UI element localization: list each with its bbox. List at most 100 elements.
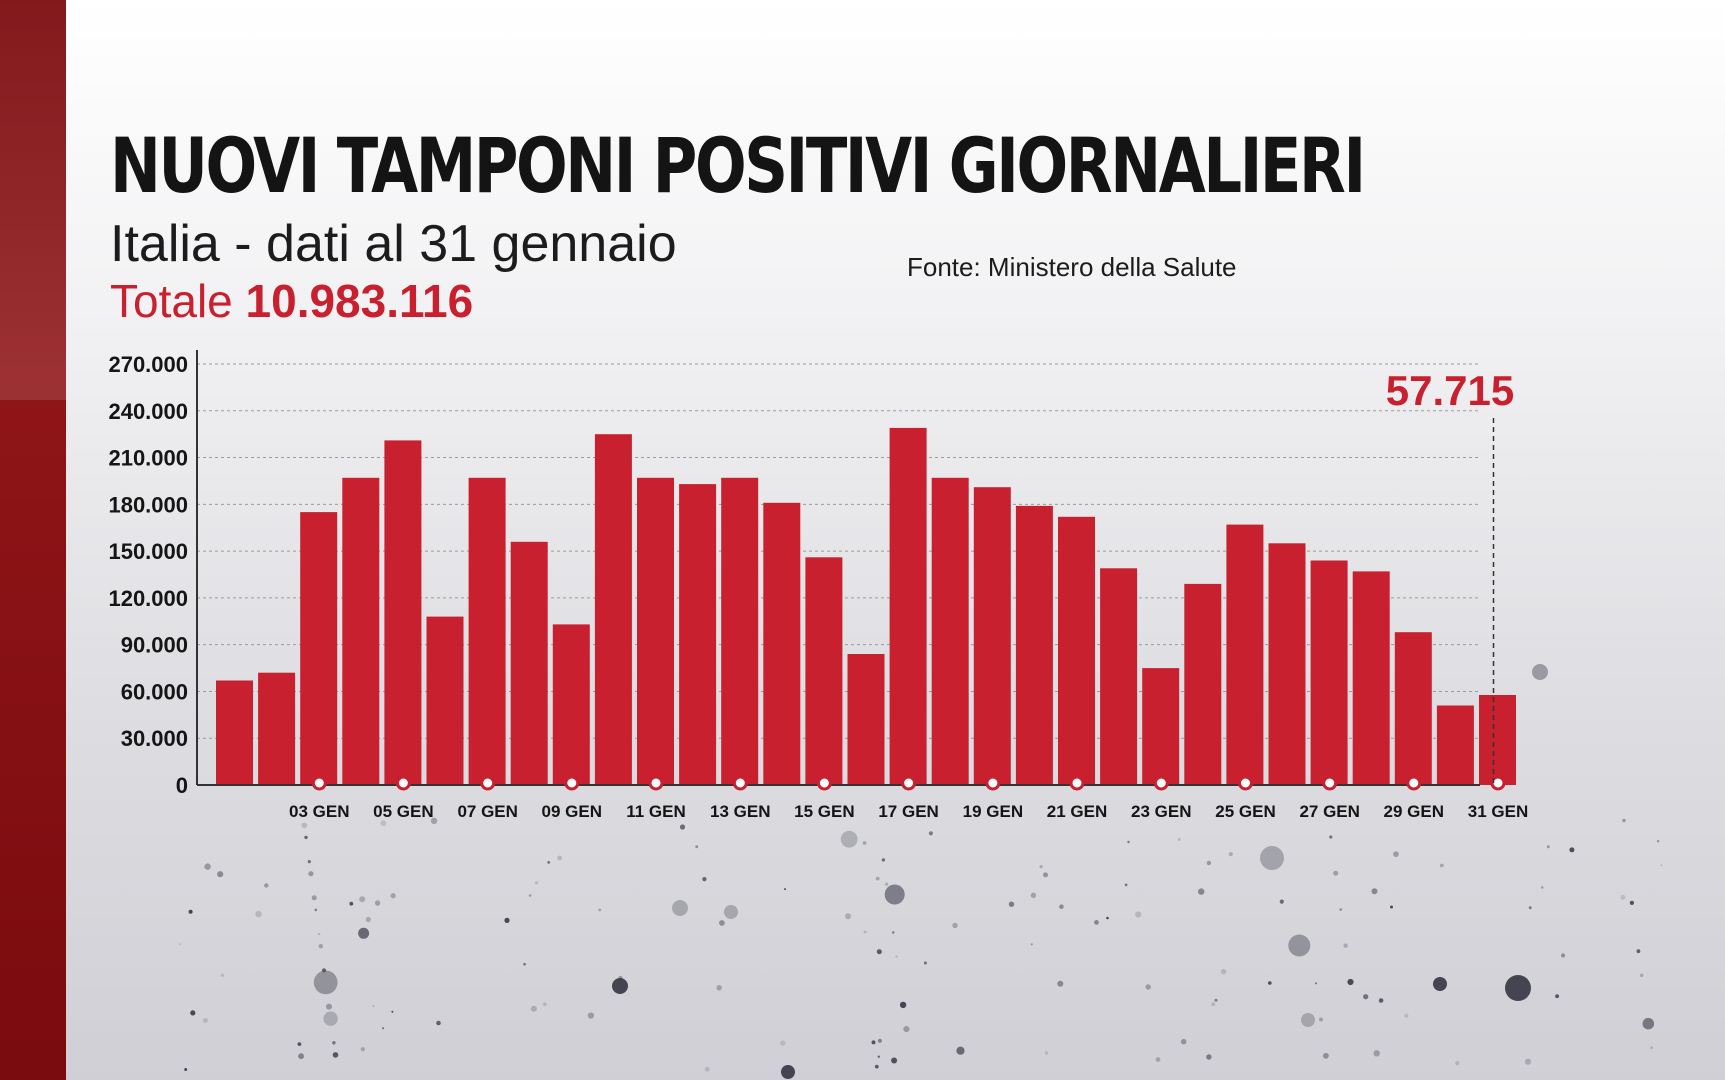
x-tick-label: 31 GEN <box>1468 802 1528 821</box>
x-tick-marker <box>1069 775 1085 791</box>
bar <box>216 680 253 785</box>
callout-value: 57.715 <box>1386 367 1514 414</box>
decor-dot <box>928 831 934 836</box>
y-tick-label: 0 <box>176 773 188 798</box>
x-tick-marker <box>648 775 664 791</box>
y-tick-label: 90.000 <box>121 633 188 658</box>
x-tick-marker <box>1153 775 1169 791</box>
bar <box>637 477 674 785</box>
x-tick-marker <box>732 775 748 791</box>
decor-dot <box>264 883 269 888</box>
y-tick-label: 210.000 <box>108 446 188 471</box>
left-decor-band <box>0 0 66 1080</box>
x-tick-label: 29 GEN <box>1384 802 1444 821</box>
bar <box>1310 560 1348 785</box>
bar <box>1184 583 1222 785</box>
axes <box>196 350 1480 786</box>
bar <box>1436 705 1474 785</box>
x-tick-marker <box>1406 775 1422 791</box>
decor-dot <box>318 944 323 949</box>
decor-dot <box>724 905 738 919</box>
decor-dot <box>528 894 532 897</box>
decor-dot <box>784 888 786 891</box>
bar <box>1226 524 1264 785</box>
x-tick-label: 27 GEN <box>1299 802 1359 821</box>
decor-dot <box>845 913 852 920</box>
decor-dot <box>899 1001 907 1009</box>
bar <box>594 434 632 785</box>
decor-dot <box>923 961 927 965</box>
x-tick-marker <box>1238 775 1253 791</box>
x-tick-label: 09 GEN <box>542 802 602 821</box>
bar <box>1352 571 1390 785</box>
decor-dot <box>1569 847 1575 853</box>
bar <box>426 616 464 785</box>
decor-dot <box>1524 1058 1532 1065</box>
x-tick-label: 07 GEN <box>457 802 517 821</box>
x-tick-label: 25 GEN <box>1215 802 1275 821</box>
decor-dot <box>1288 934 1311 957</box>
decor-dot <box>372 1004 375 1007</box>
decor-dot <box>349 901 354 906</box>
decor-dot <box>956 1046 965 1055</box>
x-tick-markers <box>311 775 1506 791</box>
decor-dot <box>504 917 510 924</box>
bar <box>510 541 548 785</box>
decor-dot <box>1211 1002 1215 1006</box>
decor-dot <box>1319 1017 1323 1022</box>
decor-dot <box>1532 664 1548 680</box>
decor-dot <box>202 1018 208 1023</box>
y-tick-label: 120.000 <box>108 586 188 611</box>
decor-dot <box>1155 1057 1161 1062</box>
decor-dot <box>863 930 867 934</box>
decor-dot <box>1044 1051 1049 1055</box>
decor-dot <box>1106 916 1109 920</box>
decor-dot <box>1221 969 1227 975</box>
decor-dot <box>1433 977 1447 991</box>
decor-dot <box>255 910 262 918</box>
decor-dot <box>780 1040 786 1046</box>
decor-dot <box>876 949 882 955</box>
y-tick-label: 180.000 <box>108 492 188 517</box>
decor-dot <box>1636 949 1641 954</box>
decor-dot <box>1363 994 1369 1000</box>
bar <box>1015 505 1053 785</box>
total-label: Totale <box>110 275 233 327</box>
chart-subtitle: Italia - dati al 31 gennaio <box>110 215 677 273</box>
chart-title: NUOVI TAMPONI POSITIVI GIORNALIERI <box>110 121 1366 210</box>
decor-dot <box>1260 846 1284 870</box>
bar <box>342 477 380 785</box>
decor-dot <box>314 908 318 912</box>
decor-dot <box>1177 838 1181 841</box>
x-tick-marker <box>480 775 496 791</box>
grid-lines <box>197 363 1480 739</box>
x-tick-marker <box>311 775 327 791</box>
decor-dot <box>1094 920 1099 925</box>
decor-dot <box>184 1068 188 1071</box>
y-tick-label: 150.000 <box>108 539 188 564</box>
decor-dot <box>1347 978 1354 986</box>
decor-dot <box>1339 908 1342 911</box>
decor-dot <box>862 841 867 845</box>
decor-dot <box>612 978 628 994</box>
decor-dot <box>874 1064 879 1069</box>
decor-dot <box>304 835 308 840</box>
decor-dot <box>840 830 858 848</box>
decor-dot <box>1440 863 1444 868</box>
bar <box>805 557 843 785</box>
decor-dot <box>332 1052 339 1058</box>
x-tick-marker <box>901 775 917 791</box>
decor-dot <box>1180 1038 1187 1045</box>
x-tick-marker <box>564 775 580 791</box>
decor-dot <box>1268 981 1272 985</box>
decor-dot <box>1528 906 1532 910</box>
decor-dot <box>1640 973 1644 977</box>
decor-dot <box>895 955 898 958</box>
decor-dot <box>1214 998 1218 1002</box>
decor-dot <box>781 1065 795 1079</box>
x-tick-label: 17 GEN <box>878 802 938 821</box>
total-line: Totale 10.983.116 <box>110 278 473 324</box>
bar <box>1142 668 1180 785</box>
decor-dot <box>1390 905 1393 909</box>
decor-dot <box>1329 835 1333 839</box>
